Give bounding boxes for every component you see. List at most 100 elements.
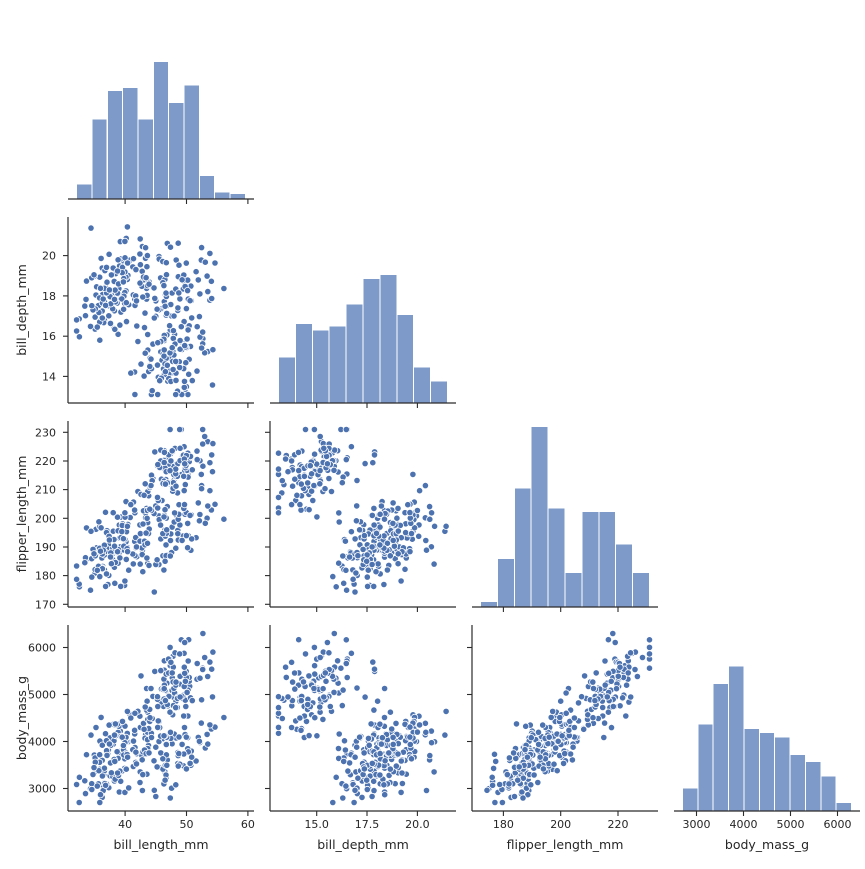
data-point (183, 335, 191, 343)
data-point (96, 284, 105, 292)
data-point (181, 480, 189, 489)
data-point (75, 333, 84, 341)
data-point (398, 769, 406, 777)
data-point (616, 663, 624, 671)
data-point (82, 295, 90, 303)
data-point (353, 743, 361, 751)
data-point (154, 702, 162, 711)
data-point (92, 723, 100, 732)
data-point (394, 550, 402, 558)
data-point (589, 678, 597, 686)
data-point (380, 515, 389, 523)
data-point (333, 657, 342, 665)
data-point (152, 743, 160, 751)
data-point (565, 726, 573, 734)
data-point (340, 757, 348, 766)
data-point (389, 733, 397, 742)
data-point (120, 305, 128, 313)
data-point (131, 726, 139, 734)
data-point (182, 531, 190, 540)
y-tick-label: 18 (42, 290, 56, 303)
data-point (145, 280, 153, 288)
data-point (304, 700, 312, 709)
data-point (570, 723, 579, 732)
data-point (281, 455, 290, 463)
data-point (133, 322, 141, 330)
data-point (188, 466, 196, 474)
data-point (175, 261, 183, 269)
data-point (353, 502, 361, 510)
data-point (96, 798, 104, 807)
data-point (609, 629, 617, 638)
data-point (622, 681, 631, 689)
data-point (352, 517, 360, 525)
data-point (150, 314, 158, 322)
data-point (337, 664, 345, 672)
data-point (360, 765, 368, 773)
data-point (167, 457, 175, 465)
data-point (118, 733, 126, 741)
data-point (383, 566, 391, 574)
data-point (111, 757, 119, 766)
data-point (353, 684, 361, 692)
data-point (376, 749, 384, 758)
y-axis-label-bill_depth_mm: bill_depth_mm (14, 264, 29, 356)
data-point (368, 511, 376, 520)
y-axis-label-body_mass_g: body_mass_g (14, 676, 29, 760)
data-point (199, 440, 207, 448)
data-point (163, 761, 171, 769)
data-point (161, 506, 169, 514)
hist-bar (758, 732, 776, 812)
data-point (98, 772, 107, 780)
data-point (380, 713, 389, 722)
data-point (132, 760, 141, 768)
data-point (589, 684, 598, 693)
data-point (310, 481, 318, 490)
data-point (99, 295, 107, 303)
data-point (287, 723, 296, 732)
data-point (184, 544, 192, 552)
data-point (169, 365, 177, 374)
data-point (342, 425, 350, 434)
data-point (93, 566, 101, 574)
x-tick-label: 180 (493, 818, 514, 831)
data-point (176, 345, 184, 353)
x-tick-label: 200 (550, 818, 571, 831)
data-point (369, 459, 377, 467)
data-point (182, 765, 190, 773)
data-point (73, 575, 81, 583)
data-point (129, 255, 138, 263)
data-point (306, 462, 314, 470)
data-point (645, 643, 654, 652)
hist-bar (728, 665, 745, 812)
data-point (490, 750, 499, 758)
data-point (354, 552, 362, 560)
data-point (81, 789, 90, 798)
data-point (184, 326, 192, 334)
data-point (330, 466, 338, 474)
data-point (75, 798, 83, 807)
data-point (110, 542, 119, 550)
data-point (316, 703, 324, 711)
data-point (138, 756, 146, 764)
data-point (90, 550, 98, 558)
data-point (121, 788, 129, 797)
data-point (574, 699, 583, 707)
data-point (102, 263, 111, 271)
data-point (398, 779, 406, 788)
data-point (422, 786, 431, 795)
hist-bar (496, 557, 515, 608)
data-point (427, 509, 436, 517)
data-point (612, 685, 621, 693)
data-point (553, 767, 561, 775)
data-point (330, 629, 338, 638)
data-point (284, 468, 292, 476)
data-point (498, 798, 506, 807)
data-point (301, 425, 310, 434)
data-point (198, 485, 206, 493)
data-point (311, 714, 319, 722)
data-point (182, 733, 190, 741)
data-point (180, 723, 189, 732)
data-point (176, 425, 184, 434)
data-point (376, 771, 384, 779)
